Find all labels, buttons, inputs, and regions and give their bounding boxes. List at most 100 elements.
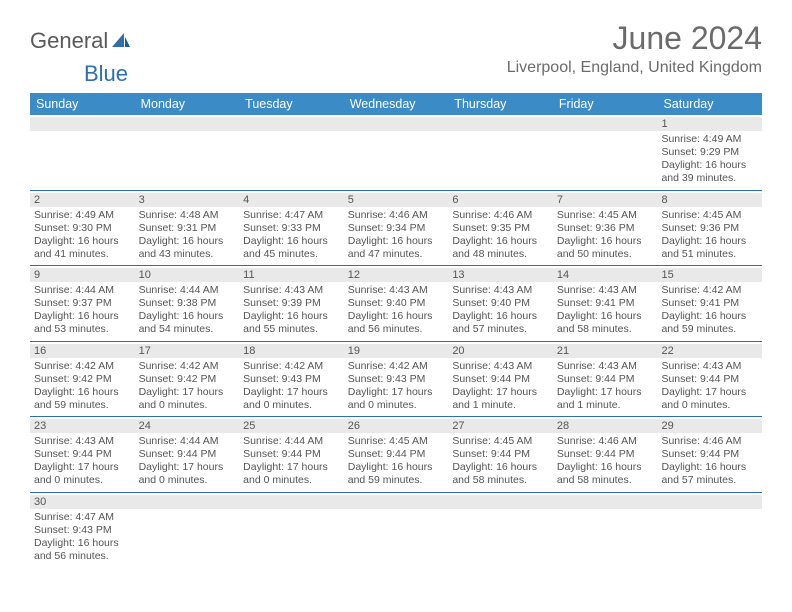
day-number: 7	[553, 193, 658, 207]
daylight-text: and 0 minutes.	[661, 399, 758, 412]
brand-logo: General	[30, 28, 132, 54]
day-cell: 28Sunrise: 4:46 AMSunset: 9:44 PMDayligh…	[553, 417, 658, 493]
month-title: June 2024	[507, 20, 762, 57]
daylight-text: Daylight: 17 hours	[557, 386, 654, 399]
daylight-text: Daylight: 16 hours	[452, 310, 549, 323]
daylight-text: Daylight: 16 hours	[348, 461, 445, 474]
daylight-text: Daylight: 16 hours	[452, 235, 549, 248]
location-text: Liverpool, England, United Kingdom	[507, 59, 762, 77]
sunrise-text: Sunrise: 4:43 AM	[661, 360, 758, 373]
day-cell: 12Sunrise: 4:43 AMSunset: 9:40 PMDayligh…	[344, 266, 449, 342]
daylight-text: Daylight: 16 hours	[34, 386, 131, 399]
daylight-text: Daylight: 17 hours	[139, 386, 236, 399]
day-cell: 13Sunrise: 4:43 AMSunset: 9:40 PMDayligh…	[448, 266, 553, 342]
day-number	[344, 495, 449, 509]
daylight-text: and 55 minutes.	[243, 323, 340, 336]
week-row: 30Sunrise: 4:47 AMSunset: 9:43 PMDayligh…	[30, 493, 762, 568]
day-number: 29	[657, 419, 762, 433]
day-number: 26	[344, 419, 449, 433]
day-number: 8	[657, 193, 762, 207]
day-cell: 19Sunrise: 4:42 AMSunset: 9:43 PMDayligh…	[344, 342, 449, 418]
day-cell: 18Sunrise: 4:42 AMSunset: 9:43 PMDayligh…	[239, 342, 344, 418]
day-header-saturday: Saturday	[657, 93, 762, 115]
sunset-text: Sunset: 9:38 PM	[139, 297, 236, 310]
day-number: 17	[135, 344, 240, 358]
daylight-text: Daylight: 16 hours	[348, 310, 445, 323]
sunset-text: Sunset: 9:37 PM	[34, 297, 131, 310]
sunrise-text: Sunrise: 4:45 AM	[557, 209, 654, 222]
day-number: 27	[448, 419, 553, 433]
sunrise-text: Sunrise: 4:43 AM	[452, 360, 549, 373]
daylight-text: Daylight: 16 hours	[661, 159, 758, 172]
daylight-text: Daylight: 17 hours	[348, 386, 445, 399]
day-cell: 23Sunrise: 4:43 AMSunset: 9:44 PMDayligh…	[30, 417, 135, 493]
sunrise-text: Sunrise: 4:49 AM	[661, 133, 758, 146]
daylight-text: and 48 minutes.	[452, 248, 549, 261]
daylight-text: Daylight: 16 hours	[34, 537, 131, 550]
daylight-text: and 0 minutes.	[348, 399, 445, 412]
day-cell: 17Sunrise: 4:42 AMSunset: 9:42 PMDayligh…	[135, 342, 240, 418]
sunrise-text: Sunrise: 4:46 AM	[452, 209, 549, 222]
sunrise-text: Sunrise: 4:43 AM	[34, 435, 131, 448]
sunset-text: Sunset: 9:44 PM	[557, 373, 654, 386]
daylight-text: Daylight: 17 hours	[34, 461, 131, 474]
sunrise-text: Sunrise: 4:43 AM	[452, 284, 549, 297]
daylight-text: and 0 minutes.	[34, 474, 131, 487]
day-number: 25	[239, 419, 344, 433]
day-cell: 11Sunrise: 4:43 AMSunset: 9:39 PMDayligh…	[239, 266, 344, 342]
sunset-text: Sunset: 9:29 PM	[661, 146, 758, 159]
day-cell: 7Sunrise: 4:45 AMSunset: 9:36 PMDaylight…	[553, 191, 658, 267]
day-cell: 24Sunrise: 4:44 AMSunset: 9:44 PMDayligh…	[135, 417, 240, 493]
day-number	[30, 117, 135, 131]
day-number: 12	[344, 268, 449, 282]
day-number: 18	[239, 344, 344, 358]
week-row: 23Sunrise: 4:43 AMSunset: 9:44 PMDayligh…	[30, 417, 762, 493]
day-number: 9	[30, 268, 135, 282]
daylight-text: Daylight: 17 hours	[243, 461, 340, 474]
empty-cell	[344, 493, 449, 568]
daylight-text: and 57 minutes.	[452, 323, 549, 336]
sunset-text: Sunset: 9:42 PM	[139, 373, 236, 386]
empty-cell	[657, 493, 762, 568]
daylight-text: and 47 minutes.	[348, 248, 445, 261]
empty-cell	[448, 115, 553, 191]
daylight-text: Daylight: 17 hours	[452, 386, 549, 399]
day-number: 19	[344, 344, 449, 358]
daylight-text: and 0 minutes.	[139, 474, 236, 487]
daylight-text: and 54 minutes.	[139, 323, 236, 336]
sunset-text: Sunset: 9:44 PM	[348, 448, 445, 461]
daylight-text: and 58 minutes.	[557, 323, 654, 336]
day-header-monday: Monday	[135, 93, 240, 115]
day-number: 5	[344, 193, 449, 207]
day-cell: 8Sunrise: 4:45 AMSunset: 9:36 PMDaylight…	[657, 191, 762, 267]
daylight-text: Daylight: 16 hours	[661, 235, 758, 248]
daylight-text: Daylight: 16 hours	[139, 310, 236, 323]
sunrise-text: Sunrise: 4:47 AM	[243, 209, 340, 222]
day-number: 10	[135, 268, 240, 282]
day-number: 3	[135, 193, 240, 207]
daylight-text: and 39 minutes.	[661, 172, 758, 185]
daylight-text: and 56 minutes.	[348, 323, 445, 336]
sunset-text: Sunset: 9:33 PM	[243, 222, 340, 235]
day-number: 2	[30, 193, 135, 207]
daylight-text: and 45 minutes.	[243, 248, 340, 261]
empty-cell	[553, 115, 658, 191]
day-number	[448, 117, 553, 131]
sunrise-text: Sunrise: 4:43 AM	[557, 360, 654, 373]
daylight-text: and 51 minutes.	[661, 248, 758, 261]
day-cell: 21Sunrise: 4:43 AMSunset: 9:44 PMDayligh…	[553, 342, 658, 418]
day-cell: 14Sunrise: 4:43 AMSunset: 9:41 PMDayligh…	[553, 266, 658, 342]
daylight-text: Daylight: 16 hours	[243, 310, 340, 323]
day-number: 1	[657, 117, 762, 131]
sunrise-text: Sunrise: 4:43 AM	[348, 284, 445, 297]
daylight-text: Daylight: 16 hours	[243, 235, 340, 248]
day-cell: 22Sunrise: 4:43 AMSunset: 9:44 PMDayligh…	[657, 342, 762, 418]
day-cell: 9Sunrise: 4:44 AMSunset: 9:37 PMDaylight…	[30, 266, 135, 342]
sunset-text: Sunset: 9:35 PM	[452, 222, 549, 235]
week-row: 9Sunrise: 4:44 AMSunset: 9:37 PMDaylight…	[30, 266, 762, 342]
daylight-text: Daylight: 16 hours	[452, 461, 549, 474]
day-number: 16	[30, 344, 135, 358]
day-cell: 3Sunrise: 4:48 AMSunset: 9:31 PMDaylight…	[135, 191, 240, 267]
day-cell: 20Sunrise: 4:43 AMSunset: 9:44 PMDayligh…	[448, 342, 553, 418]
sunset-text: Sunset: 9:30 PM	[34, 222, 131, 235]
